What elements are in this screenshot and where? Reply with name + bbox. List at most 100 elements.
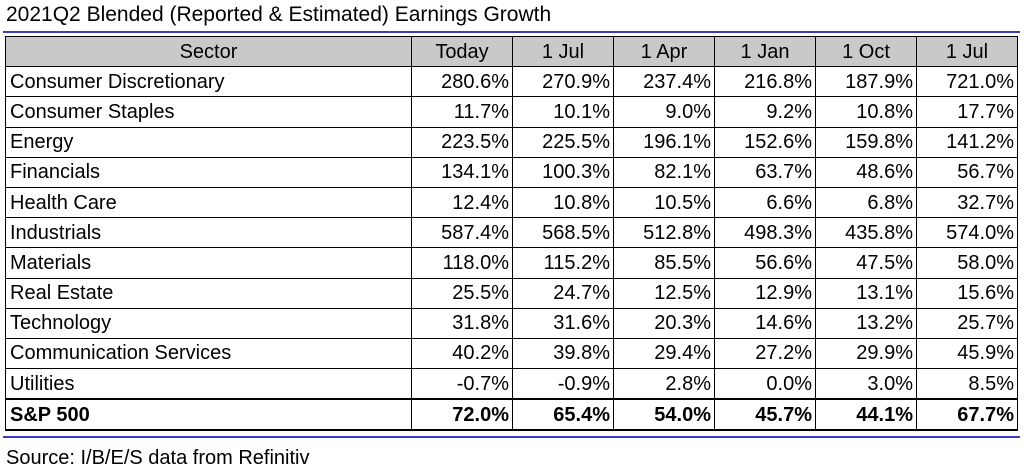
sector-cell: Technology bbox=[5, 307, 412, 339]
value-cell: 85.5% bbox=[613, 247, 715, 279]
value-cell: 15.6% bbox=[916, 277, 1018, 309]
sector-cell: Real Estate bbox=[5, 277, 412, 309]
value-cell: 29.9% bbox=[815, 337, 917, 370]
value-cell: 498.3% bbox=[714, 217, 816, 249]
value-cell: 152.6% bbox=[714, 126, 816, 158]
value-cell: 82.1% bbox=[613, 156, 715, 188]
sector-cell: Consumer Discretionary bbox=[5, 66, 412, 98]
value-cell: 216.8% bbox=[714, 66, 816, 98]
value-cell: 8.5% bbox=[916, 368, 1018, 400]
value-cell: 12.5% bbox=[613, 277, 715, 309]
value-cell: 56.7% bbox=[916, 156, 1018, 188]
value-cell: 435.8% bbox=[815, 217, 917, 249]
total-value-cell: 65.4% bbox=[512, 398, 614, 432]
table-row: Technology 31.8% 31.6% 20.3% 14.6% 13.2%… bbox=[5, 307, 1018, 339]
table-title: 2021Q2 Blended (Reported & Estimated) Ea… bbox=[6, 3, 552, 26]
table-row: Health Care 12.4% 10.8% 10.5% 6.6% 6.8% … bbox=[5, 186, 1018, 219]
value-cell: 40.2% bbox=[411, 337, 513, 370]
total-value-cell: 72.0% bbox=[411, 398, 513, 432]
table-row: Industrials 587.4% 568.5% 512.8% 498.3% … bbox=[5, 217, 1018, 249]
value-cell: 134.1% bbox=[411, 156, 513, 188]
value-cell: 58.0% bbox=[916, 247, 1018, 279]
table-row: Consumer Discretionary 280.6% 270.9% 237… bbox=[5, 66, 1018, 98]
value-cell: 11.7% bbox=[411, 96, 513, 128]
table-row: Financials 134.1% 100.3% 82.1% 63.7% 48.… bbox=[5, 156, 1018, 188]
value-cell: -0.9% bbox=[512, 368, 614, 400]
column-header-sector: Sector bbox=[5, 35, 412, 68]
source-note: Source: I/B/E/S data from Refinitiv bbox=[6, 447, 310, 469]
table-row: Consumer Staples 11.7% 10.1% 9.0% 9.2% 1… bbox=[5, 96, 1018, 128]
sector-cell: Financials bbox=[5, 156, 412, 188]
earnings-growth-table: Sector Today 1 Jul 1 Apr 1 Jan 1 Oct 1 J… bbox=[5, 35, 1018, 432]
column-header-1-oct: 1 Oct bbox=[815, 35, 917, 68]
bottom-rule bbox=[3, 436, 1020, 438]
top-rule bbox=[3, 31, 1020, 33]
value-cell: 27.2% bbox=[714, 337, 816, 370]
total-value-cell: 45.7% bbox=[714, 398, 816, 432]
value-cell: 39.8% bbox=[512, 337, 614, 370]
value-cell: 10.5% bbox=[613, 186, 715, 219]
value-cell: 25.5% bbox=[411, 277, 513, 309]
sector-cell: Consumer Staples bbox=[5, 96, 412, 128]
value-cell: 280.6% bbox=[411, 66, 513, 98]
sector-cell: Utilities bbox=[5, 368, 412, 400]
value-cell: 2.8% bbox=[613, 368, 715, 400]
total-row: S&P 500 72.0% 65.4% 54.0% 45.7% 44.1% 67… bbox=[5, 398, 1018, 432]
sector-cell: Industrials bbox=[5, 217, 412, 249]
column-header-1-jul: 1 Jul bbox=[512, 35, 614, 68]
value-cell: 587.4% bbox=[411, 217, 513, 249]
value-cell: 47.5% bbox=[815, 247, 917, 279]
value-cell: 31.8% bbox=[411, 307, 513, 339]
value-cell: 13.1% bbox=[815, 277, 917, 309]
column-header-today: Today bbox=[411, 35, 513, 68]
value-cell: 118.0% bbox=[411, 247, 513, 279]
value-cell: 159.8% bbox=[815, 126, 917, 158]
value-cell: 6.8% bbox=[815, 186, 917, 219]
total-value-cell: 44.1% bbox=[815, 398, 917, 432]
column-header-1-jul-prior: 1 Jul bbox=[916, 35, 1018, 68]
table-row: Energy 223.5% 225.5% 196.1% 152.6% 159.8… bbox=[5, 126, 1018, 158]
value-cell: 6.6% bbox=[714, 186, 816, 219]
sector-cell: Energy bbox=[5, 126, 412, 158]
value-cell: 48.6% bbox=[815, 156, 917, 188]
table-row: Materials 118.0% 115.2% 85.5% 56.6% 47.5… bbox=[5, 247, 1018, 279]
value-cell: 29.4% bbox=[613, 337, 715, 370]
value-cell: 24.7% bbox=[512, 277, 614, 309]
value-cell: 141.2% bbox=[916, 126, 1018, 158]
total-value-cell: 67.7% bbox=[916, 398, 1018, 432]
value-cell: 25.7% bbox=[916, 307, 1018, 339]
value-cell: 20.3% bbox=[613, 307, 715, 339]
sector-cell: Health Care bbox=[5, 186, 412, 219]
value-cell: 63.7% bbox=[714, 156, 816, 188]
value-cell: 237.4% bbox=[613, 66, 715, 98]
value-cell: 568.5% bbox=[512, 217, 614, 249]
value-cell: 187.9% bbox=[815, 66, 917, 98]
value-cell: 12.4% bbox=[411, 186, 513, 219]
value-cell: 17.7% bbox=[916, 96, 1018, 128]
total-label: S&P 500 bbox=[5, 398, 412, 432]
value-cell: 3.0% bbox=[815, 368, 917, 400]
value-cell: 56.6% bbox=[714, 247, 816, 279]
sector-cell: Communication Services bbox=[5, 337, 412, 370]
value-cell: 32.7% bbox=[916, 186, 1018, 219]
sector-cell: Materials bbox=[5, 247, 412, 279]
value-cell: 270.9% bbox=[512, 66, 614, 98]
value-cell: 9.0% bbox=[613, 96, 715, 128]
value-cell: 10.1% bbox=[512, 96, 614, 128]
value-cell: 10.8% bbox=[815, 96, 917, 128]
table-row: Communication Services 40.2% 39.8% 29.4%… bbox=[5, 337, 1018, 370]
value-cell: 100.3% bbox=[512, 156, 614, 188]
value-cell: 721.0% bbox=[916, 66, 1018, 98]
column-header-1-apr: 1 Apr bbox=[613, 35, 715, 68]
value-cell: 512.8% bbox=[613, 217, 715, 249]
value-cell: 223.5% bbox=[411, 126, 513, 158]
value-cell: 9.2% bbox=[714, 96, 816, 128]
value-cell: 31.6% bbox=[512, 307, 614, 339]
value-cell: -0.7% bbox=[411, 368, 513, 400]
value-cell: 196.1% bbox=[613, 126, 715, 158]
total-value-cell: 54.0% bbox=[613, 398, 715, 432]
value-cell: 574.0% bbox=[916, 217, 1018, 249]
value-cell: 10.8% bbox=[512, 186, 614, 219]
value-cell: 45.9% bbox=[916, 337, 1018, 370]
value-cell: 0.0% bbox=[714, 368, 816, 400]
